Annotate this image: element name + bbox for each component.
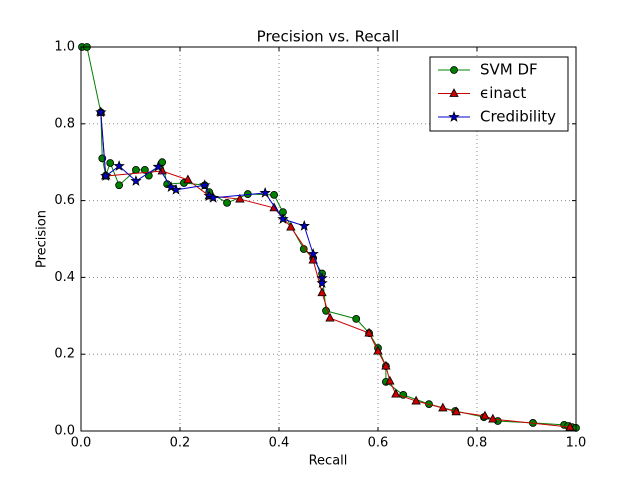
marker <box>140 165 149 174</box>
x-tick-label: 0.8 <box>467 436 488 451</box>
marker <box>170 183 182 195</box>
marker <box>411 395 421 405</box>
marker <box>130 175 142 186</box>
legend-label: Credibility <box>480 108 556 126</box>
marker <box>307 248 319 259</box>
marker <box>100 170 112 181</box>
series-line <box>100 112 323 284</box>
marker <box>115 181 124 190</box>
marker <box>399 391 408 399</box>
marker <box>373 345 383 355</box>
marker <box>451 406 461 416</box>
marker <box>381 360 391 370</box>
marker <box>325 312 335 322</box>
marker <box>448 111 460 122</box>
marker <box>106 159 115 167</box>
x-tick-label: 0.4 <box>269 436 290 451</box>
marker <box>270 190 278 199</box>
marker <box>259 186 271 198</box>
y-tick-label: 1.0 <box>54 40 75 55</box>
marker <box>385 375 395 385</box>
marker <box>565 421 575 431</box>
x-tick-label: 1.0 <box>566 436 587 451</box>
marker <box>480 410 490 420</box>
y-tick-label: 0.2 <box>54 347 75 362</box>
marker <box>391 388 401 398</box>
marker <box>298 219 310 231</box>
marker <box>223 199 231 207</box>
chart-title: Precision vs. Recall <box>257 28 400 46</box>
marker <box>113 160 125 171</box>
y-tick-label: 0.0 <box>54 424 75 439</box>
plot-frame <box>80 46 577 432</box>
marker <box>183 174 193 184</box>
y-axis-label: Precision <box>35 210 50 268</box>
marker <box>132 165 140 174</box>
marker <box>316 277 328 288</box>
marker <box>286 221 296 231</box>
marker <box>317 287 327 297</box>
marker <box>449 88 459 97</box>
marker <box>277 213 289 224</box>
marker <box>199 179 211 191</box>
marker <box>207 191 219 203</box>
marker <box>95 106 107 118</box>
y-tick-label: 0.4 <box>54 270 75 285</box>
marker <box>352 314 361 323</box>
x-tick-label: 0.2 <box>170 436 191 451</box>
y-tick-label: 0.6 <box>54 193 75 208</box>
marker <box>438 402 448 412</box>
series-line <box>100 112 571 428</box>
marker <box>152 160 164 172</box>
x-tick-label: 0.0 <box>71 436 92 451</box>
marker <box>158 158 167 167</box>
marker <box>235 193 245 203</box>
legend-label: SVM DF <box>480 61 538 79</box>
marker <box>165 181 177 192</box>
marker <box>364 327 374 337</box>
x-tick-label: 0.6 <box>368 436 389 451</box>
x-axis-label: Recall <box>309 454 348 469</box>
marker <box>488 413 498 423</box>
legend-label: ϵinact <box>480 84 526 102</box>
marker <box>450 66 458 74</box>
y-tick-label: 0.8 <box>54 116 75 131</box>
